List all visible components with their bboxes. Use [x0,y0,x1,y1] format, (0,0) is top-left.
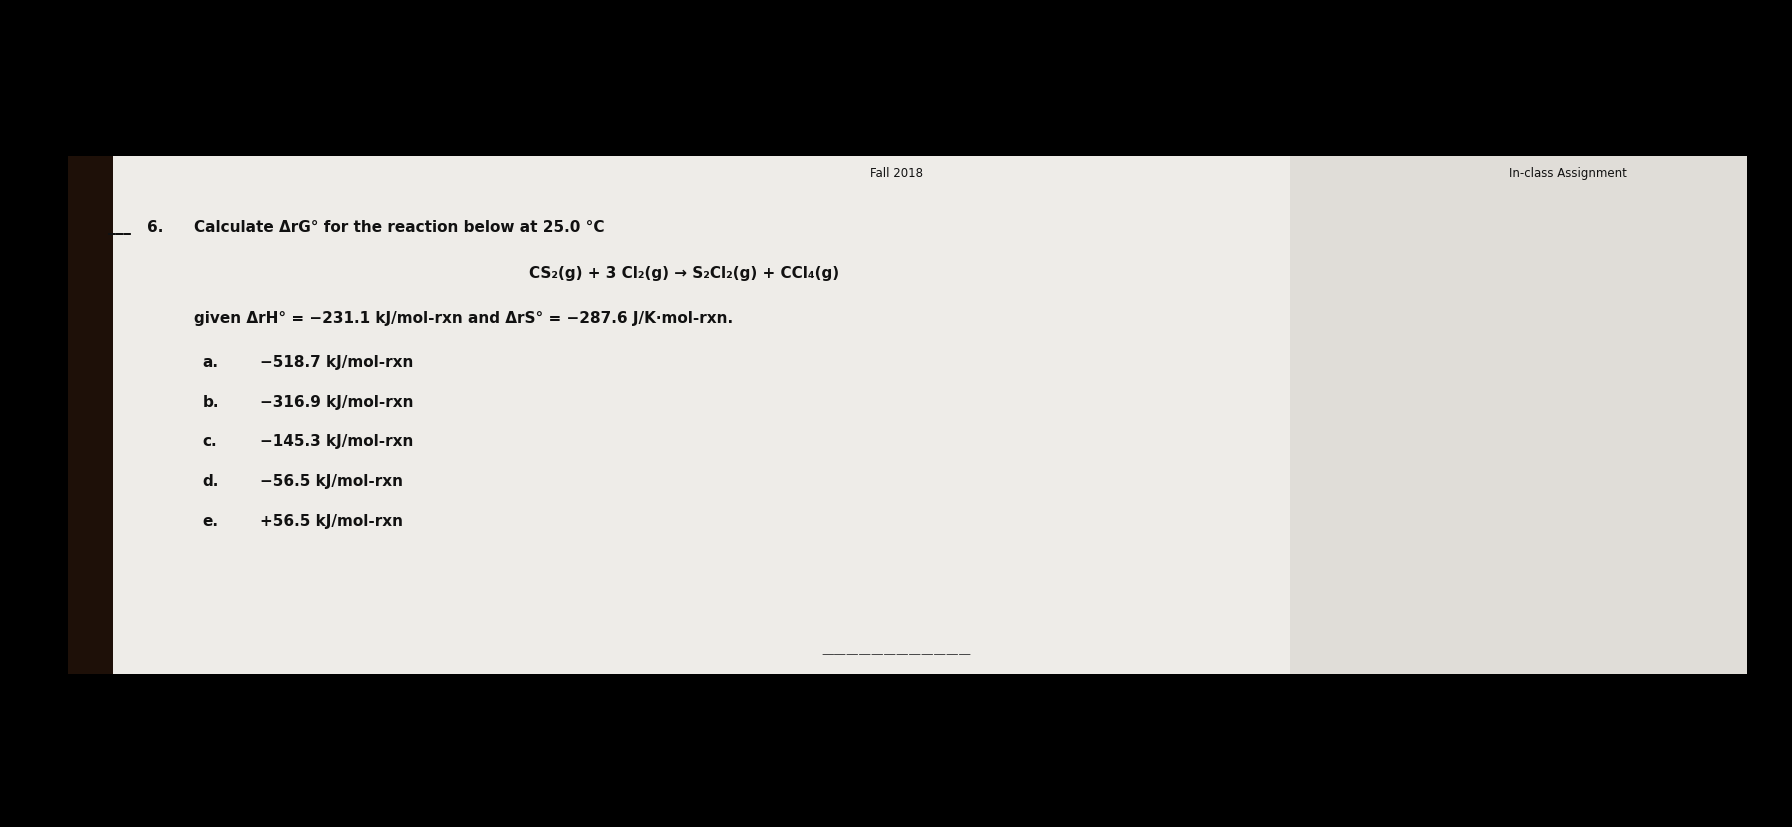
Text: CS₂(g) + 3 Cl₂(g) → S₂Cl₂(g) + CCl₄(g): CS₂(g) + 3 Cl₂(g) → S₂Cl₂(g) + CCl₄(g) [529,265,839,280]
Text: −145.3 kJ/mol-rxn: −145.3 kJ/mol-rxn [260,434,414,449]
Text: b.: b. [202,394,219,409]
Text: d.: d. [202,474,219,489]
Text: ————————————: ———————————— [821,647,971,660]
Text: −56.5 kJ/mol-rxn: −56.5 kJ/mol-rxn [260,474,403,489]
Text: e.: e. [202,514,219,528]
Text: Calculate ΔrG° for the reaction below at 25.0 °C: Calculate ΔrG° for the reaction below at… [194,220,604,235]
Text: −316.9 kJ/mol-rxn: −316.9 kJ/mol-rxn [260,394,414,409]
Text: given ΔrH° = −231.1 kJ/mol-rxn and ΔrS° = −287.6 J/K·mol-rxn.: given ΔrH° = −231.1 kJ/mol-rxn and ΔrS° … [194,311,733,326]
Text: Fall 2018: Fall 2018 [869,167,923,180]
Text: −518.7 kJ/mol-rxn: −518.7 kJ/mol-rxn [260,355,414,370]
Text: +56.5 kJ/mol-rxn: +56.5 kJ/mol-rxn [260,514,403,528]
Text: 6.: 6. [147,220,163,235]
Text: c.: c. [202,434,217,449]
Text: ___: ___ [108,220,131,235]
Text: a.: a. [202,355,219,370]
Text: In-class Assignment: In-class Assignment [1509,167,1627,180]
